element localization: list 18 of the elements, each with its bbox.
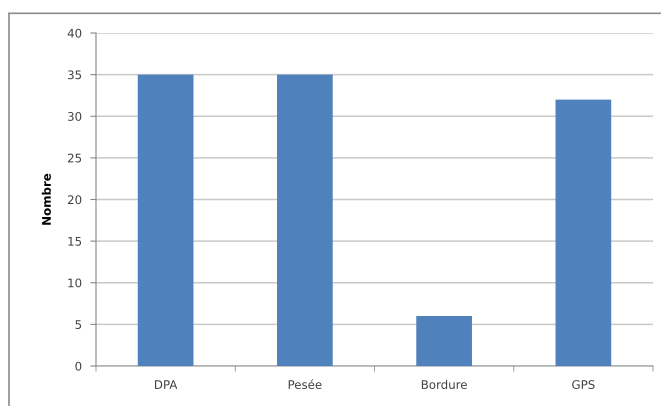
y-tick-label: 15 (68, 237, 82, 246)
y-tick-label: 20 (68, 195, 82, 204)
bar (416, 316, 472, 366)
y-tick-label: 40 (68, 28, 82, 38)
y-tick-label: 35 (68, 70, 82, 80)
y-tick-label: 25 (68, 154, 82, 163)
y-tick-label: 0 (75, 362, 82, 371)
x-tick-label: Bordure (422, 380, 467, 390)
y-tick-label: 10 (68, 278, 82, 288)
y-tick-label: 30 (68, 112, 82, 121)
x-tick-label: GPS (572, 380, 595, 390)
y-tick-label: 5 (76, 320, 82, 330)
bar (277, 74, 333, 366)
y-axis-title: Nombre (42, 174, 51, 225)
bar (138, 74, 194, 366)
x-tick-label: DPA (155, 380, 178, 389)
bar (556, 100, 612, 366)
x-tick-label: Pesée (288, 379, 322, 390)
